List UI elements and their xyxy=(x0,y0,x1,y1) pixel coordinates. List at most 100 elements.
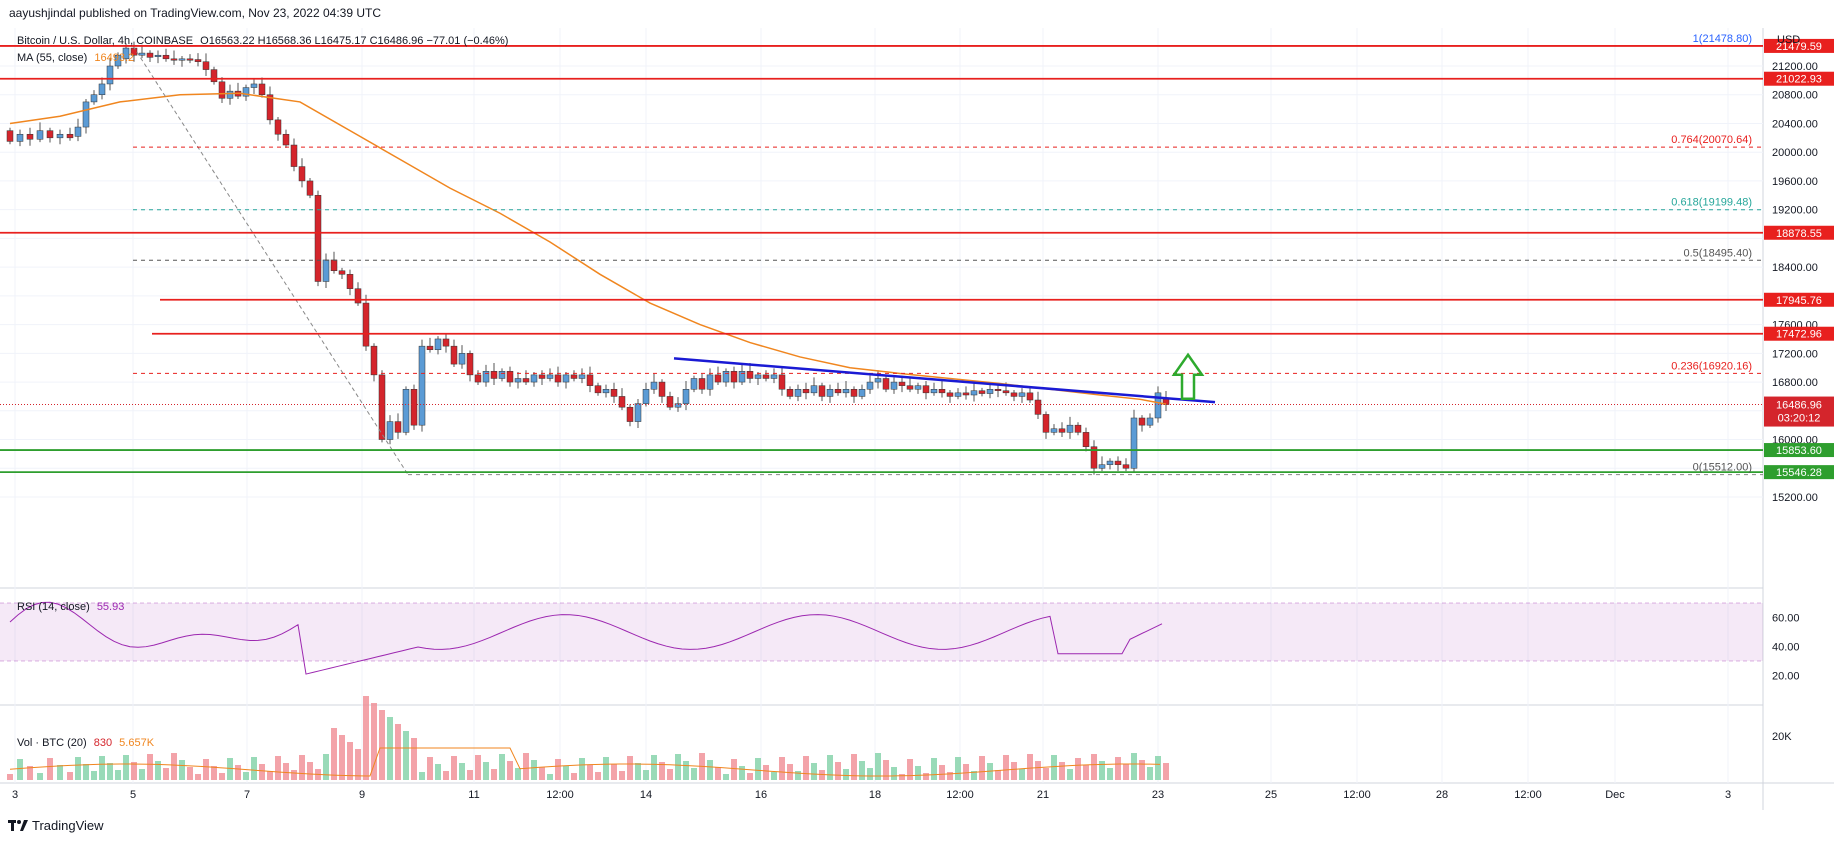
descending-trendline[interactable] xyxy=(673,357,1216,404)
time-tick-label: 3 xyxy=(1725,789,1731,801)
candle-body xyxy=(690,378,698,390)
symbol-name[interactable]: Bitcoin / U.S. Dollar, 4h, COINBASE xyxy=(17,35,194,47)
candle-body xyxy=(554,374,562,383)
volume-bar xyxy=(331,728,337,780)
candle-body xyxy=(850,389,858,397)
candle xyxy=(346,269,354,296)
candle xyxy=(170,50,178,65)
currency-label: USD xyxy=(1777,34,1801,46)
volume-bar xyxy=(587,765,593,780)
candle xyxy=(578,368,586,384)
price-tick-label: 18400.00 xyxy=(1772,262,1818,274)
price-tick-label: 20400.00 xyxy=(1772,118,1818,130)
candle xyxy=(410,384,418,430)
candle-body xyxy=(770,374,778,379)
volume-bar xyxy=(163,768,169,780)
volume-bar xyxy=(507,761,513,780)
volume-bar xyxy=(459,763,465,780)
candle-body xyxy=(834,389,842,394)
candle xyxy=(738,364,746,385)
volume-bar xyxy=(795,771,801,780)
breakout-arrow-icon[interactable] xyxy=(1171,352,1205,401)
volume-label[interactable]: Vol · BTC (20) xyxy=(17,737,87,749)
candle xyxy=(810,377,818,396)
candle-body xyxy=(474,374,482,383)
volume-bar xyxy=(803,756,809,780)
volume-bar xyxy=(787,764,793,780)
volume-bar xyxy=(1027,754,1033,780)
candle xyxy=(1042,411,1050,439)
volume-bar xyxy=(155,761,161,780)
candle-body xyxy=(1138,417,1146,426)
volume-bar xyxy=(1139,760,1145,780)
volume-bar xyxy=(619,771,625,780)
volume-bar xyxy=(355,749,361,780)
time-tick-label: 18 xyxy=(869,789,881,801)
candle xyxy=(898,375,906,393)
candle-body xyxy=(226,90,234,99)
candle xyxy=(290,138,298,172)
volume-bar xyxy=(67,772,73,780)
price-tag-15853: 15853.60 xyxy=(1776,445,1822,457)
rsi-label[interactable]: RSI (14, close) xyxy=(17,601,90,613)
candle xyxy=(1122,458,1130,472)
candle xyxy=(658,379,666,403)
candle-body xyxy=(1146,417,1154,426)
volume-bar xyxy=(411,738,417,780)
candle-body xyxy=(786,389,794,397)
candle-body xyxy=(1058,428,1066,433)
ohlc-values: O16563.22 H16568.36 L16475.17 C16486.96 … xyxy=(200,35,509,47)
volume-bar xyxy=(979,756,985,780)
candle-body xyxy=(26,133,34,140)
volume-bar xyxy=(891,767,897,780)
publisher-line: aayushjindal published on TradingView.co… xyxy=(9,6,382,20)
time-tick-label: 16 xyxy=(755,789,767,801)
candle-body xyxy=(1106,460,1114,465)
candle-body xyxy=(426,345,434,350)
volume-bar xyxy=(379,710,385,780)
candle xyxy=(370,343,378,382)
price-tag-21022-bg xyxy=(1764,71,1834,86)
candle-body xyxy=(258,83,266,95)
volume-bar xyxy=(1123,764,1129,780)
candle-body xyxy=(1074,424,1082,433)
candle-body xyxy=(178,58,186,61)
candle xyxy=(218,77,226,103)
volume-bar xyxy=(267,771,273,780)
volume-bar xyxy=(971,771,977,780)
candle xyxy=(1082,427,1090,452)
candle xyxy=(106,57,114,91)
volume-bar xyxy=(363,696,369,780)
volume-bar xyxy=(403,731,409,780)
volume-bar xyxy=(755,758,761,780)
candle-body xyxy=(1114,460,1122,465)
volume-bar xyxy=(427,757,433,780)
candle xyxy=(202,53,210,77)
candle-body xyxy=(282,133,290,146)
rsi-value: 55.93 xyxy=(96,601,125,613)
candle-body xyxy=(490,371,498,379)
candle-body xyxy=(826,389,834,397)
candle xyxy=(194,53,202,67)
countdown-tag: 03:20:12 xyxy=(1778,413,1821,425)
volume-bar xyxy=(539,767,545,780)
candle-body xyxy=(498,371,506,379)
candle-body xyxy=(738,371,746,383)
volume-bar xyxy=(907,759,913,780)
candle xyxy=(274,117,282,141)
candle xyxy=(570,370,578,382)
price-tick-label: 16800.00 xyxy=(1772,377,1818,389)
volume-bar xyxy=(947,772,953,780)
volume-bar xyxy=(17,759,23,780)
candle xyxy=(162,48,170,62)
volume-bar xyxy=(483,762,489,780)
time-tick-label: 12:00 xyxy=(1343,789,1371,801)
volume-bar xyxy=(1035,761,1041,780)
candle-body xyxy=(778,374,786,390)
ma-label[interactable]: MA (55, close) xyxy=(17,52,88,64)
candle-body xyxy=(36,130,44,140)
tradingview-logo[interactable]: TradingView xyxy=(8,818,104,833)
candle-body xyxy=(874,378,882,383)
candle xyxy=(242,84,250,101)
